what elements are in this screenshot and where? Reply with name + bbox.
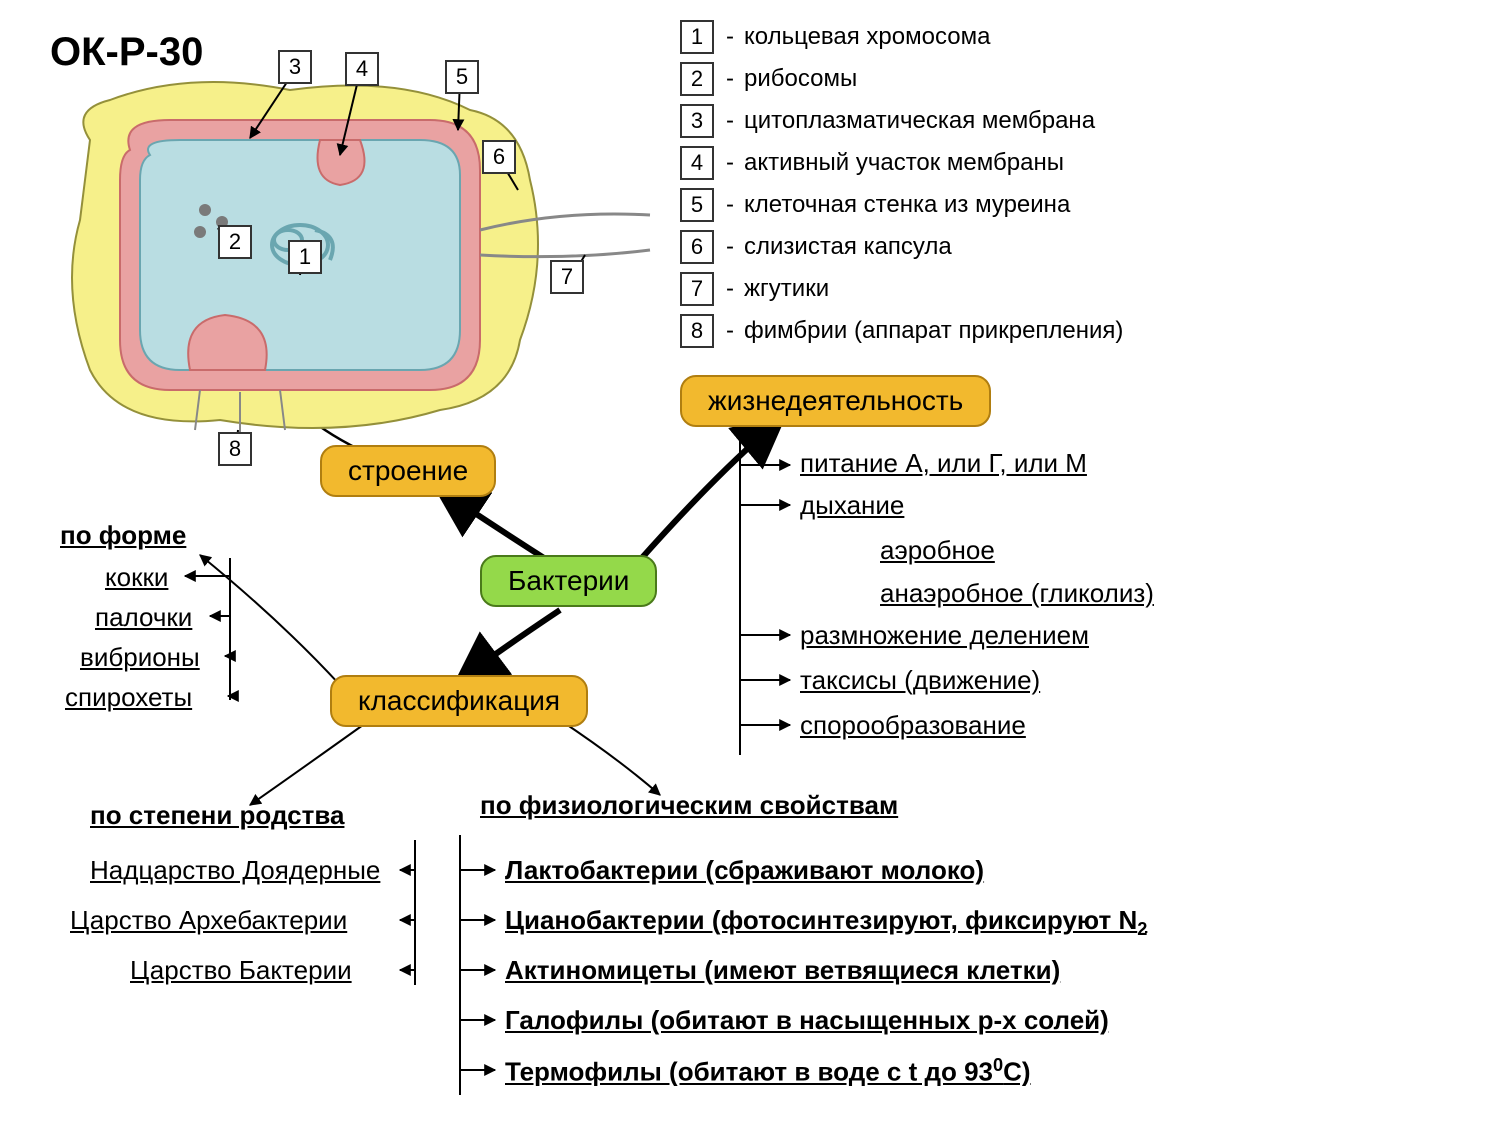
cell-label-8: 8 [218, 432, 252, 466]
legend-row: 7 - жгутики [680, 272, 1123, 306]
kinship-item: Надцарство Доядерные [90, 855, 380, 886]
cell-label-1: 1 [288, 240, 322, 274]
kinship-header: по степени родства [90, 800, 344, 831]
cell-label-3: 3 [278, 50, 312, 84]
shape-header: по форме [60, 520, 186, 551]
legend-row: 1 - кольцевая хромосома [680, 20, 1123, 54]
legend-number: 5 [680, 188, 714, 222]
legend-dash: - [726, 233, 734, 261]
legend-row: 8 - фимбрии (аппарат прикрепления) [680, 314, 1123, 348]
legend-dash: - [726, 275, 734, 303]
node-structure: строение [320, 445, 496, 497]
shape-item: спирохеты [65, 682, 192, 713]
legend-number: 3 [680, 104, 714, 138]
legend-text: клеточная стенка из муреина [744, 191, 1070, 219]
legend-row: 6 - слизистая капсула [680, 230, 1123, 264]
life-item: спорообразование [800, 710, 1026, 741]
legend-number: 6 [680, 230, 714, 264]
physio-item: Актиномицеты (имеют ветвящиеся клетки) [505, 955, 1060, 986]
cell-label-6: 6 [482, 140, 516, 174]
legend-number: 4 [680, 146, 714, 180]
legend-dash: - [726, 65, 734, 93]
cell-label-2: 2 [218, 225, 252, 259]
life-item: аэробное [880, 535, 995, 566]
legend-dash: - [726, 107, 734, 135]
legend-text: активный участок мембраны [744, 149, 1064, 177]
life-item: анаэробное (гликолиз) [880, 578, 1154, 609]
legend-row: 3 - цитоплазматическая мембрана [680, 104, 1123, 138]
physio-item: Цианобактерии (фотосинтезируют, фиксирую… [505, 905, 1147, 940]
ribosome-dot [194, 226, 206, 238]
legend-number: 7 [680, 272, 714, 306]
life-item: таксисы (движение) [800, 665, 1040, 696]
legend-row: 5 - клеточная стенка из муреина [680, 188, 1123, 222]
legend-row: 2 - рибосомы [680, 62, 1123, 96]
physio-item: Термофилы (обитают в воде с t до 930С) [505, 1055, 1031, 1088]
cell-diagram: 3 4 5 6 7 2 1 8 [40, 60, 640, 460]
shape-item: кокки [105, 562, 168, 593]
life-item: размножение делением [800, 620, 1089, 651]
legend-dash: - [726, 23, 734, 51]
physio-item: Лактобактерии (сбраживают молоко) [505, 855, 984, 886]
kinship-item: Царство Архебактерии [70, 905, 347, 936]
cell-label-5: 5 [445, 60, 479, 94]
legend-dash: - [726, 191, 734, 219]
legend-dash: - [726, 317, 734, 345]
physio-header: по физиологическим свойствам [480, 790, 898, 821]
node-classification: классификация [330, 675, 588, 727]
kinship-item: Царство Бактерии [130, 955, 352, 986]
legend-text: фимбрии (аппарат прикрепления) [744, 317, 1123, 345]
node-life: жизнедеятельность [680, 375, 991, 427]
cell-label-7: 7 [550, 260, 584, 294]
legend-text: кольцевая хромосома [744, 23, 990, 51]
node-bacteria: Бактерии [480, 555, 657, 607]
legend-row: 4 - активный участок мембраны [680, 146, 1123, 180]
shape-item: палочки [95, 602, 192, 633]
legend-text: цитоплазматическая мембрана [744, 107, 1095, 135]
legend-text: слизистая капсула [744, 233, 952, 261]
legend-text: рибосомы [744, 65, 857, 93]
legend-number: 1 [680, 20, 714, 54]
life-item: питание А, или Г, или М [800, 448, 1087, 479]
cell-label-4: 4 [345, 52, 379, 86]
legend-text: жгутики [744, 275, 829, 303]
shape-item: вибрионы [80, 642, 200, 673]
legend-dash: - [726, 149, 734, 177]
legend-number: 8 [680, 314, 714, 348]
legend-list: 1 - кольцевая хромосома 2 - рибосомы 3 -… [680, 20, 1123, 356]
ribosome-dot [199, 204, 211, 216]
legend-number: 2 [680, 62, 714, 96]
physio-item: Галофилы (обитают в насыщенных р-х солей… [505, 1005, 1109, 1036]
life-item: дыхание [800, 490, 904, 521]
